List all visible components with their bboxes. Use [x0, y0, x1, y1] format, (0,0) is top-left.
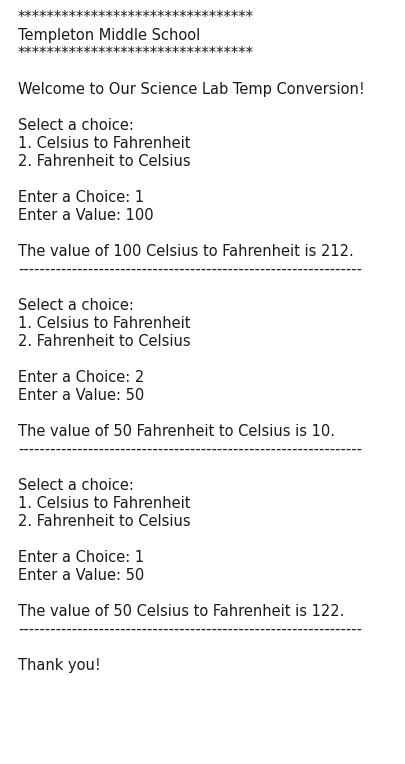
Text: ********************************: ******************************** [18, 10, 254, 25]
Text: The value of 50 Fahrenheit to Celsius is 10.: The value of 50 Fahrenheit to Celsius is… [18, 424, 335, 439]
Text: 1. Celsius to Fahrenheit: 1. Celsius to Fahrenheit [18, 316, 190, 331]
Text: 2. Fahrenheit to Celsius: 2. Fahrenheit to Celsius [18, 334, 191, 349]
Text: Select a choice:: Select a choice: [18, 118, 134, 133]
Text: Enter a Value: 50: Enter a Value: 50 [18, 388, 144, 403]
Text: Enter a Value: 100: Enter a Value: 100 [18, 208, 153, 223]
Text: 2. Fahrenheit to Celsius: 2. Fahrenheit to Celsius [18, 154, 191, 169]
Text: Enter a Choice: 2: Enter a Choice: 2 [18, 370, 144, 385]
Text: Select a choice:: Select a choice: [18, 298, 134, 313]
Text: Select a choice:: Select a choice: [18, 478, 134, 493]
Text: The value of 100 Celsius to Fahrenheit is 212.: The value of 100 Celsius to Fahrenheit i… [18, 244, 354, 259]
Text: 1. Celsius to Fahrenheit: 1. Celsius to Fahrenheit [18, 136, 190, 151]
Text: Enter a Choice: 1: Enter a Choice: 1 [18, 190, 144, 205]
Text: Templeton Middle School: Templeton Middle School [18, 28, 200, 43]
Text: ----------------------------------------------------------------: ----------------------------------------… [18, 442, 362, 457]
Text: 1. Celsius to Fahrenheit: 1. Celsius to Fahrenheit [18, 496, 190, 511]
Text: Enter a Choice: 1: Enter a Choice: 1 [18, 550, 144, 565]
Text: ----------------------------------------------------------------: ----------------------------------------… [18, 622, 362, 637]
Text: ----------------------------------------------------------------: ----------------------------------------… [18, 262, 362, 277]
Text: 2. Fahrenheit to Celsius: 2. Fahrenheit to Celsius [18, 514, 191, 529]
Text: ********************************: ******************************** [18, 46, 254, 61]
Text: Thank you!: Thank you! [18, 658, 101, 673]
Text: Welcome to Our Science Lab Temp Conversion!: Welcome to Our Science Lab Temp Conversi… [18, 82, 365, 97]
Text: Enter a Value: 50: Enter a Value: 50 [18, 568, 144, 583]
Text: The value of 50 Celsius to Fahrenheit is 122.: The value of 50 Celsius to Fahrenheit is… [18, 604, 344, 619]
